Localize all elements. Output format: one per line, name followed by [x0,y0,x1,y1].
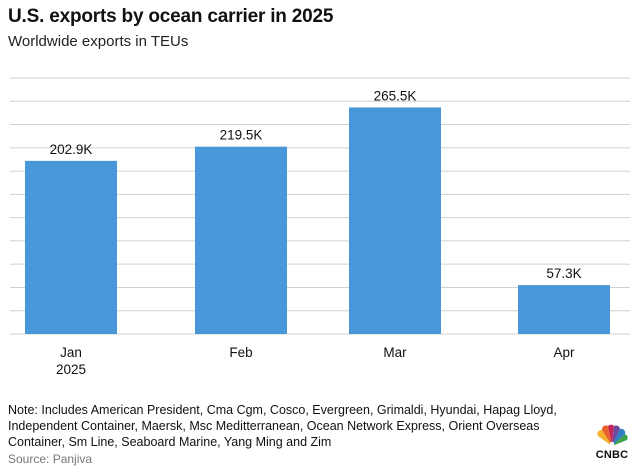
data-label: 219.5K [220,128,263,143]
data-label: 57.3K [546,266,581,281]
cnbc-peacock-icon [597,424,628,447]
cnbc-logo: CNBC [590,420,634,466]
bar-chart: 202.9K 219.5K 265.5K 57.3K Jan 2025 Feb Mar Apr [10,77,630,377]
chart-title: U.S. exports by ocean carrier in 2025 [8,6,334,27]
chart-subtitle: Worldwide exports in TEUs [8,33,189,50]
cnbc-logo-text: CNBC [595,449,629,461]
data-labels: 202.9K 219.5K 265.5K 57.3K [50,88,582,281]
data-label: 265.5K [374,88,417,103]
bars [25,107,610,334]
source-line: Source: Panjiva [8,452,93,466]
x-tick-labels: Jan 2025 Feb Mar Apr [56,345,575,377]
data-label: 202.9K [50,142,93,157]
x-tick-label: Mar [383,345,407,360]
bar [518,285,610,334]
x-tick-label: Apr [553,345,575,360]
footnote: Note: Includes American President, Cma C… [8,403,557,449]
x-tick-label: Jan [60,345,82,360]
bar [349,107,441,334]
x-tick-label: 2025 [56,362,86,377]
x-tick-label: Feb [229,345,252,360]
bar [25,160,117,334]
bar [195,146,287,334]
